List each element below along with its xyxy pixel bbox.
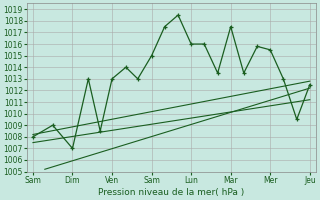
X-axis label: Pression niveau de la mer( hPa ): Pression niveau de la mer( hPa ) bbox=[98, 188, 244, 197]
